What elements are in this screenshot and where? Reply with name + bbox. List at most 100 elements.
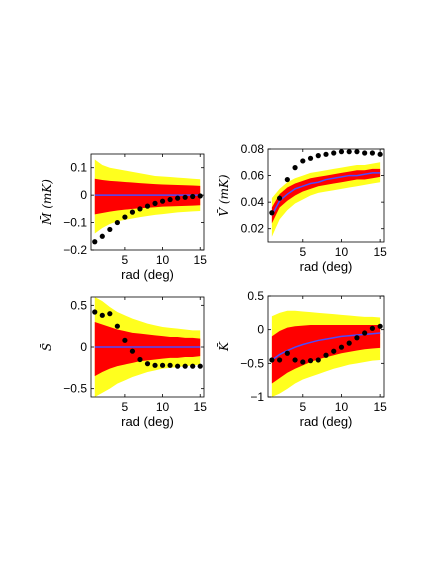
panel-4-data-point	[362, 330, 368, 336]
panel-4-data-point	[315, 357, 321, 363]
panel-3-data-point	[99, 312, 105, 318]
panel-1-y-tick-label: −0.1	[63, 216, 87, 230]
panel-1-y-tick-label: −0.2	[63, 243, 87, 257]
panel-4-y-tick-label: −1	[250, 390, 264, 404]
panel-1-data-point	[175, 195, 181, 201]
panel-2-data-point	[346, 149, 352, 155]
panel-3-data-point	[182, 363, 188, 369]
panel-2-x-tick-label: 15	[373, 245, 387, 259]
panel-2-y-tick-label: 0.04	[241, 195, 265, 209]
panel-1-x-tick-label: 10	[156, 253, 170, 267]
panel-4-data-point	[277, 357, 283, 363]
panel-3-x-tick-label: 15	[194, 400, 208, 414]
panel-4-data-point	[323, 352, 329, 358]
panel-4-data-point	[369, 325, 375, 331]
panel-3-x-axis-label: rad (deg)	[121, 414, 174, 429]
panel-3-data-point	[107, 311, 113, 317]
panel-3: 5 10 15 −0.5 0 0.5 rad (deg) S̄	[39, 296, 208, 429]
panel-3-plot-area	[94, 297, 201, 397]
panel-2-data-point	[369, 150, 375, 156]
panel-4-data-point	[331, 348, 337, 354]
panel-2-data-point	[292, 165, 298, 171]
panel-1-data-point	[99, 233, 105, 239]
panel-3-data-point	[175, 363, 181, 369]
panel-1-data-point	[129, 209, 136, 215]
panel-2-x-tick-label: 5	[299, 245, 306, 259]
panel-2-y-axis-label: V̄ (mK)	[216, 174, 231, 217]
panel-1-y-tick-label: 0	[80, 188, 87, 202]
panel-4: 5 10 15 −1 −0.5 0 0.5 rad (deg) K̄	[216, 289, 387, 429]
panel-1-data-point	[167, 196, 173, 203]
panel-4-data-point	[307, 358, 314, 364]
panel-4-data-point	[346, 340, 352, 346]
panel-3-x-tick-label: 10	[156, 400, 170, 414]
panel-1-data-point	[114, 219, 120, 226]
panel-2-y-tick-label: 0.08	[241, 142, 265, 156]
panel-4-data-point	[300, 359, 306, 365]
panel-2-y-tick-label: 0.06	[241, 169, 265, 183]
panel-4-data-point	[354, 335, 360, 341]
panel-2-mean-line	[271, 172, 381, 216]
panel-1-x-tick-label: 15	[194, 253, 208, 267]
panel-2-data-point	[284, 176, 290, 183]
panel-1-data-point	[190, 193, 196, 200]
panel-1-data-point	[159, 198, 166, 204]
panel-4-data-point	[284, 350, 290, 356]
panel-3-x-tick-label: 5	[122, 400, 129, 414]
panel-2-data-point	[277, 195, 283, 201]
panel-3-y-axis-label: S̄	[39, 343, 54, 351]
panel-2-x-tick-label: 10	[335, 245, 349, 259]
panel-4-data-point	[269, 357, 275, 363]
panel-2-outer-band	[271, 162, 381, 237]
panel-2: 5 10 15 0.02 0.04 0.06 0.08 rad (deg) V̄ (mK)	[216, 142, 387, 274]
panel-3-data-point	[92, 309, 98, 315]
panel-3-data-point	[197, 363, 203, 369]
panel-2-data-point	[377, 151, 383, 157]
panel-1-data-point	[152, 200, 158, 206]
panel-3-data-point	[114, 323, 120, 329]
panel-3-data-point	[129, 348, 136, 354]
panel-2-data-point	[331, 150, 337, 156]
panel-1-data-point	[122, 214, 128, 220]
panel-1-data-point	[107, 226, 113, 233]
panel-1: 5 10 15 −0.2 −0.1 0 0.1 rad (deg) M̄ (mK)	[39, 153, 208, 282]
panel-3-y-tick-label: 0.5	[70, 298, 87, 312]
panel-4-data-point	[338, 344, 345, 350]
panel-1-y-axis-label: M̄ (mK)	[39, 179, 54, 226]
panel-4-axes-frame	[267, 295, 385, 398]
panel-4-mean-line	[271, 332, 381, 361]
panel-4-x-tick-label: 15	[373, 400, 387, 414]
panel-4-x-tick-label: 5	[299, 400, 306, 414]
panel-3-data-point	[190, 363, 196, 369]
panel-3-data-point	[144, 361, 151, 367]
panel-3-y-tick-label: −0.5	[63, 382, 87, 396]
panel-4-x-axis-label: rad (deg)	[300, 414, 353, 429]
panel-2-data-point	[300, 158, 306, 164]
panel-1-x-axis-label: rad (deg)	[121, 267, 174, 282]
panel-1-x-tick-label: 5	[122, 253, 129, 267]
panel-4-y-tick-label: 0.5	[247, 289, 264, 303]
panel-2-data-point	[315, 153, 321, 159]
panel-2-data-point	[307, 155, 314, 161]
panel-1-data-point	[197, 193, 203, 199]
panel-4-x-tick-label: 10	[335, 400, 349, 414]
panel-3-data-point	[122, 337, 128, 343]
panel-1-data-point	[182, 194, 188, 200]
panel-2-data-point	[323, 151, 329, 157]
panel-3-data-point	[167, 362, 173, 368]
panel-1-data-point	[137, 206, 143, 212]
panel-2-inner-band	[271, 168, 381, 224]
panel-3-inner-band	[94, 322, 201, 377]
panel-2-plot-area	[271, 162, 381, 237]
panel-1-data-point	[92, 239, 98, 245]
panel-2-axes-frame	[267, 148, 385, 243]
panel-1-data-point	[144, 203, 151, 209]
panel-4-y-tick-label: 0	[257, 323, 264, 337]
panel-2-y-tick-label: 0.02	[241, 222, 265, 236]
panel-3-data-point	[152, 362, 158, 368]
panel-2-data-point	[269, 210, 275, 216]
panel-3-data-point	[159, 362, 166, 368]
panel-2-x-axis-label: rad (deg)	[300, 259, 353, 274]
panel-2-data-point	[362, 150, 368, 156]
